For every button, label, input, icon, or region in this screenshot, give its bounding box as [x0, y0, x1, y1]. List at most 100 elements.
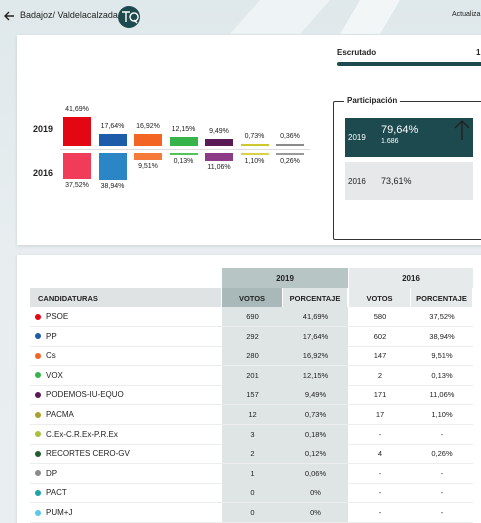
- cell: 12,15%: [302, 370, 329, 380]
- cell: 0: [250, 488, 255, 498]
- cell: 0,18%: [304, 429, 327, 439]
- bar: [98, 133, 127, 146]
- cell: 17: [375, 410, 385, 419]
- arrow: [454, 120, 470, 140]
- cell-bg: [222, 385, 348, 405]
- party-name: PSOE: [46, 312, 69, 321]
- cell: 3: [250, 429, 255, 439]
- column-header-bg: [411, 288, 472, 307]
- progress-bar: [337, 62, 481, 66]
- cell-bg: [222, 405, 348, 424]
- cell: -: [440, 468, 444, 478]
- bar-label: 1,10%: [244, 158, 265, 165]
- cell: 17,64%: [302, 331, 329, 341]
- cell-bg: [222, 326, 348, 346]
- party-name: PODEMOS-IU-EQUO: [46, 390, 124, 400]
- column-header: PORCENTAJE: [416, 294, 467, 303]
- cell: 2: [377, 370, 383, 380]
- cell: -: [440, 488, 444, 498]
- cell: 0,13%: [431, 370, 453, 380]
- previous-percent: 73,61%: [381, 176, 412, 186]
- bar: [98, 153, 127, 181]
- party-dot: [35, 470, 41, 477]
- cell: 0: [250, 508, 255, 517]
- row-line: [30, 502, 473, 504]
- cell: 602: [373, 331, 387, 341]
- column-header: VOTOS: [366, 294, 393, 303]
- cell: 0,12%: [304, 449, 327, 459]
- row-line: [30, 326, 473, 327]
- header-decor: [4, 0, 400, 34]
- participation-title: Participación: [344, 96, 401, 105]
- cell: 0,26%: [431, 449, 453, 459]
- party-name: C.Ex-C.R.Ex-P.R.Ex: [46, 429, 118, 439]
- party-dot: [35, 431, 41, 438]
- cell-bg: [222, 483, 348, 503]
- cell: 292: [246, 331, 259, 341]
- column-header: CANDIDATURAS: [38, 294, 98, 303]
- row-line: [30, 443, 473, 445]
- cell: 0,06%: [304, 468, 327, 478]
- cell: 9,51%: [431, 351, 453, 361]
- decor: [340, 0, 400, 34]
- bar-label: 0,73%: [244, 133, 265, 140]
- cell: 0%: [310, 508, 321, 517]
- cell: 1: [250, 468, 255, 478]
- bar-label: 11,06%: [207, 163, 231, 171]
- column-header: VOTOS: [238, 294, 266, 303]
- cell: 280: [246, 351, 259, 361]
- cell: -: [378, 468, 382, 478]
- cell: 147: [373, 351, 387, 361]
- year-label: 2016: [33, 168, 54, 178]
- cell-bg: [222, 424, 348, 444]
- cell: 0,73%: [304, 410, 327, 419]
- bar-label: 17,64%: [100, 122, 125, 130]
- breadcrumb[interactable]: Badajoz/ Valdelacalzada: [20, 10, 118, 20]
- baseline: [60, 149, 310, 150]
- logo: [118, 6, 140, 28]
- bar-label: 38,94%: [100, 183, 125, 191]
- party-name: DP: [46, 468, 58, 478]
- cell: 1,10%: [431, 410, 453, 419]
- cell: 690: [246, 312, 259, 321]
- year-header: 2016: [402, 274, 420, 283]
- column-header-bg: [283, 288, 347, 307]
- back-arrow[interactable]: [4, 11, 14, 21]
- cell: 171: [373, 390, 387, 400]
- bar: [276, 153, 304, 155]
- bar-label: 16,92%: [136, 123, 160, 131]
- cell: 2: [250, 449, 255, 459]
- party-name: PACT: [46, 488, 67, 498]
- current-box: [345, 118, 473, 157]
- cell-bg: [222, 307, 348, 326]
- bar-label: 0,13%: [173, 158, 194, 165]
- cell: 41,69%: [302, 312, 329, 321]
- party-name: PUM+J: [46, 508, 73, 517]
- cell: 9,49%: [304, 390, 327, 400]
- decor: [230, 0, 330, 34]
- row-line: [30, 404, 473, 406]
- bar: [63, 116, 91, 146]
- scrutiny-label: Escrutado: [337, 48, 377, 57]
- participation-box: [333, 101, 481, 240]
- cell: 157: [246, 390, 259, 400]
- cell-bg: [222, 365, 348, 385]
- cell: -: [378, 508, 382, 517]
- party-dot: [35, 489, 41, 496]
- bar: [240, 153, 269, 155]
- cell: 38,94%: [429, 331, 455, 341]
- party-dot: [35, 313, 41, 320]
- year-header-bg: [349, 268, 473, 288]
- cell: 12: [248, 410, 257, 419]
- cell: -: [378, 488, 382, 498]
- bar: [169, 137, 198, 146]
- bar: [205, 139, 233, 146]
- bar-label: 9,49%: [209, 128, 229, 136]
- previous-year: 2016: [348, 177, 366, 186]
- year-label: 2019: [33, 124, 54, 134]
- cell: -: [440, 429, 444, 439]
- cell-bg: [222, 463, 348, 483]
- column-header: PORCENTAJE: [289, 294, 341, 303]
